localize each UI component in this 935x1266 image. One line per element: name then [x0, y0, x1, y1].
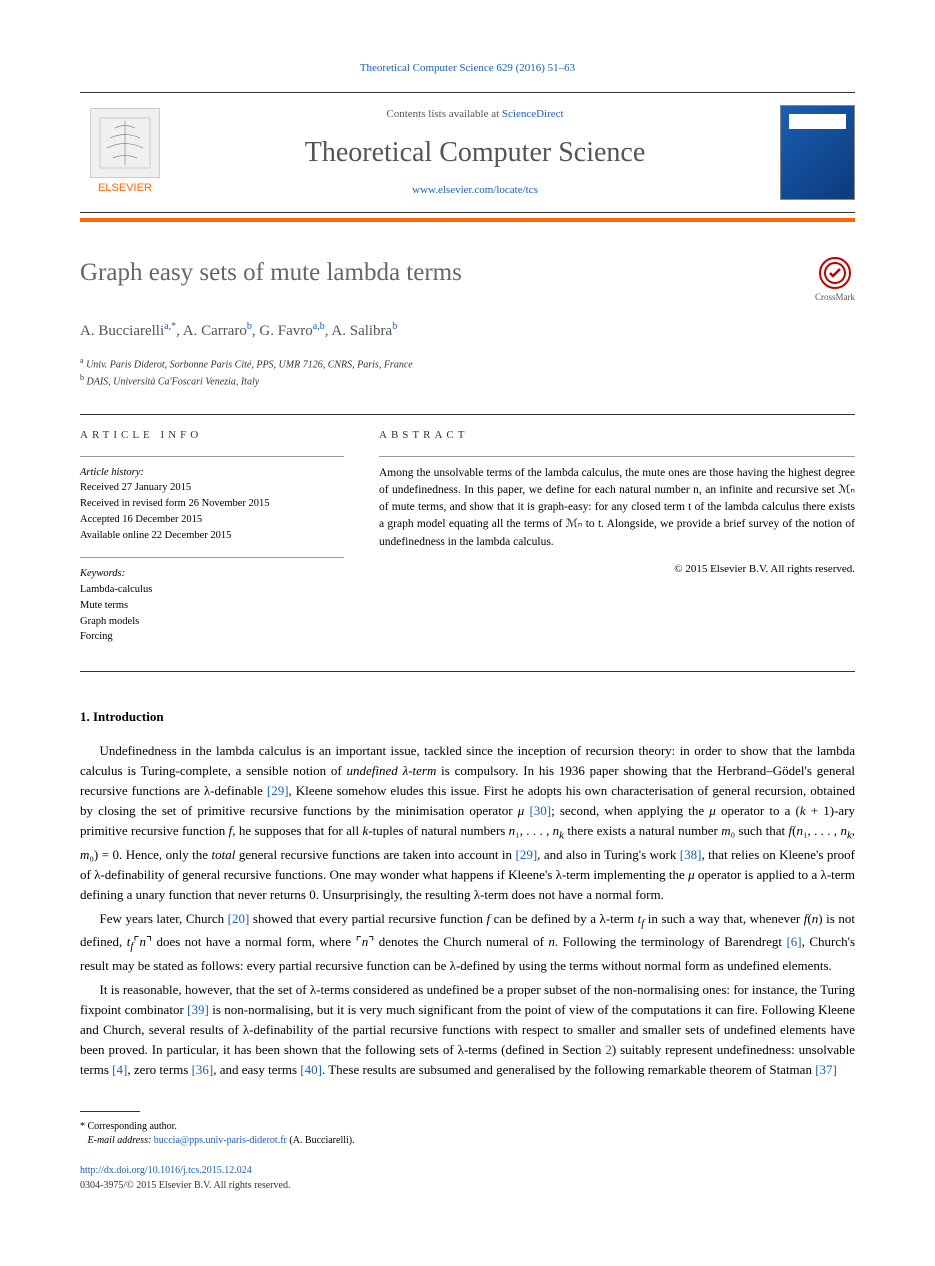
author-email-link[interactable]: buccia@pps.univ-paris-diderot.fr: [154, 1135, 287, 1146]
rights: 0304-3975/© 2015 Elsevier B.V. All right…: [80, 1178, 855, 1193]
journal-header: ELSEVIER Contents lists available at Sci…: [80, 92, 855, 213]
abstract-copyright: © 2015 Elsevier B.V. All rights reserved…: [379, 561, 855, 578]
crossmark-icon: [819, 257, 851, 289]
footnote-separator: [80, 1111, 140, 1112]
abstract-text: Among the unsolvable terms of the lambda…: [379, 465, 855, 551]
ref-40[interactable]: [40]: [300, 1062, 322, 1077]
affiliation-b: b DAIS, Università Ca'Foscari Venezia, I…: [80, 372, 855, 389]
ref-37[interactable]: [37]: [815, 1062, 837, 1077]
ref-6[interactable]: [6]: [786, 934, 801, 949]
ref-29b[interactable]: [29]: [516, 847, 538, 862]
ref-36[interactable]: [36]: [192, 1062, 214, 1077]
introduction-section: 1. Introduction Undefinedness in the lam…: [80, 707, 855, 1080]
abstract-label: ABSTRACT: [379, 427, 855, 444]
article-info-label: ARTICLE INFO: [80, 427, 344, 444]
section-heading: 1. Introduction: [80, 707, 855, 727]
corresponding-author-footnote: * Corresponding author. E-mail address: …: [80, 1120, 855, 1148]
ref-20[interactable]: [20]: [228, 911, 250, 926]
author-1: A. Bucciarellia,*: [80, 323, 176, 339]
publisher-logo[interactable]: ELSEVIER: [80, 108, 170, 197]
paper-title: Graph easy sets of mute lambda terms: [80, 257, 462, 290]
elsevier-tree-icon: [90, 108, 160, 178]
journal-cover-thumbnail[interactable]: [780, 105, 855, 200]
article-history: Article history: Received 27 January 201…: [80, 465, 344, 544]
author-4: A. Salibrab: [331, 323, 397, 339]
ref-30[interactable]: [30]: [529, 803, 551, 818]
divider-bar: [80, 218, 855, 222]
paragraph-1: Undefinedness in the lambda calculus is …: [80, 741, 855, 905]
doi-link[interactable]: http://dx.doi.org/10.1016/j.tcs.2015.12.…: [80, 1165, 252, 1176]
publisher-name: ELSEVIER: [98, 180, 152, 197]
sec-2-ref[interactable]: 2: [605, 1042, 612, 1057]
ref-29[interactable]: [29]: [267, 783, 289, 798]
sciencedirect-link[interactable]: ScienceDirect: [502, 108, 564, 120]
ref-38[interactable]: [38]: [680, 847, 702, 862]
abstract-panel: ABSTRACT Among the unsolvable terms of t…: [359, 415, 855, 671]
journal-homepage-link[interactable]: www.elsevier.com/locate/tcs: [412, 184, 538, 196]
journal-title: Theoretical Computer Science: [170, 132, 780, 174]
crossmark-badge[interactable]: CrossMark: [815, 257, 855, 305]
ref-4[interactable]: [4]: [112, 1062, 127, 1077]
affiliations: a Univ. Paris Diderot, Sorbonne Paris Ci…: [80, 355, 855, 390]
journal-reference: Theoretical Computer Science 629 (2016) …: [80, 60, 855, 77]
author-2: A. Carrarob: [183, 323, 252, 339]
ref-39[interactable]: [39]: [187, 1002, 209, 1017]
author-3: G. Favroa,b: [259, 323, 324, 339]
paragraph-3: It is reasonable, however, that the set …: [80, 980, 855, 1081]
crossmark-label: CrossMark: [815, 291, 855, 305]
article-info-panel: ARTICLE INFO Article history: Received 2…: [80, 415, 359, 671]
paragraph-2: Few years later, Church [20] showed that…: [80, 909, 855, 976]
affiliation-a: a Univ. Paris Diderot, Sorbonne Paris Ci…: [80, 355, 855, 372]
contents-available: Contents lists available at ScienceDirec…: [170, 106, 780, 123]
doi: http://dx.doi.org/10.1016/j.tcs.2015.12.…: [80, 1163, 855, 1178]
keywords-block: Keywords: Lambda-calculus Mute terms Gra…: [80, 557, 344, 645]
author-list: A. Bucciarellia,*, A. Carrarob, G. Favro…: [80, 319, 855, 343]
